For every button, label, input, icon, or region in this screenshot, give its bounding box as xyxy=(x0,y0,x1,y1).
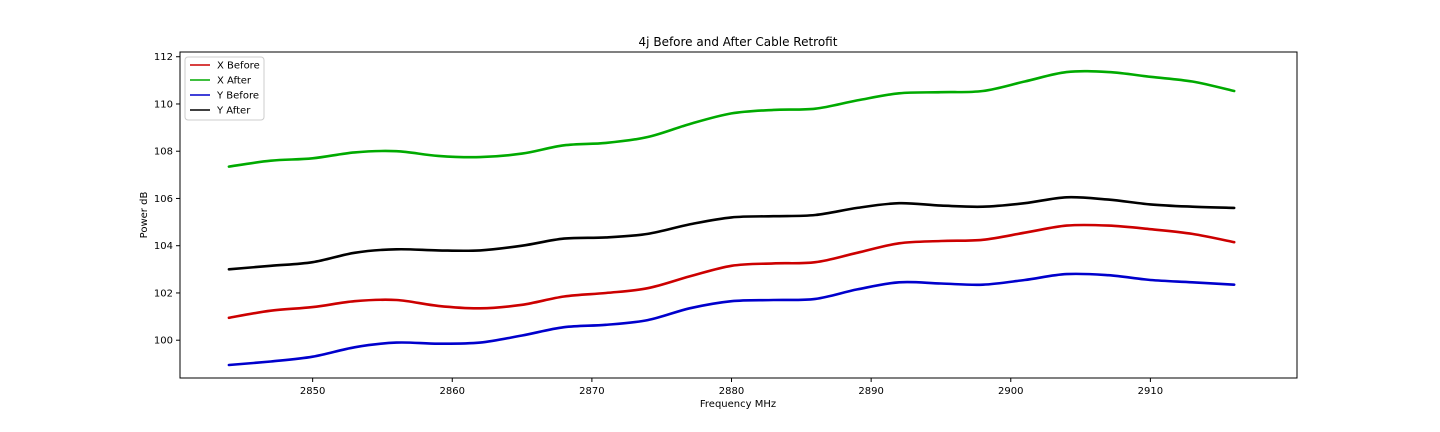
x-tick-label: 2880 xyxy=(719,386,744,397)
series-line-y-after xyxy=(227,195,1236,271)
legend: X Before X After Y Before Y After xyxy=(184,56,265,121)
x-tick-label: 2900 xyxy=(998,386,1023,397)
x-tick-label: 2860 xyxy=(440,386,465,397)
y-tick-label: 110 xyxy=(154,99,173,110)
series-line-y-before xyxy=(227,272,1236,367)
legend-label: Y Before xyxy=(216,91,259,102)
legend-label: X After xyxy=(217,76,252,87)
y-axis-label: Power dB xyxy=(139,192,150,239)
plot-frame xyxy=(179,51,1298,379)
y-axis: 100 102 104 106 108 110 112 xyxy=(154,52,180,347)
legend-label: X Before xyxy=(217,61,260,72)
legend-box xyxy=(184,56,265,121)
y-tick-label: 112 xyxy=(154,52,173,63)
chart-title: 4j Before and After Cable Retrofit xyxy=(639,35,838,49)
legend-label: Y After xyxy=(216,106,251,117)
x-axis: 2850 2860 2870 2880 2890 2900 2910 xyxy=(300,378,1163,397)
y-tick-label: 106 xyxy=(154,194,173,205)
y-tick-label: 102 xyxy=(154,288,173,299)
x-axis-label: Frequency MHz xyxy=(700,399,776,410)
y-tick-label: 104 xyxy=(154,241,173,252)
plot-area xyxy=(227,69,1236,367)
x-tick-label: 2870 xyxy=(579,386,604,397)
y-tick-label: 108 xyxy=(154,147,173,158)
series-line-x-before xyxy=(227,223,1236,320)
x-tick-label: 2910 xyxy=(1138,386,1163,397)
x-tick-label: 2850 xyxy=(300,386,325,397)
x-tick-label: 2890 xyxy=(858,386,883,397)
series-line-x-after xyxy=(227,69,1236,168)
y-tick-label: 100 xyxy=(154,336,173,347)
